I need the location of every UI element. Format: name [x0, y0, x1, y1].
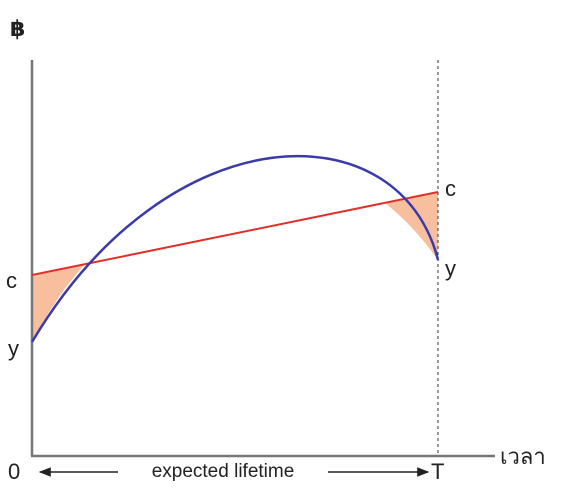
curve-label: y	[8, 336, 19, 361]
consumption-line	[31, 191, 439, 276]
curve-label: c	[6, 268, 17, 293]
end-label: T	[431, 459, 444, 484]
origin-label: 0	[8, 459, 20, 484]
y-axis-label: ฿	[10, 16, 25, 41]
shaded-area	[32, 264, 85, 342]
income-curve	[30, 154, 440, 343]
x-axis-label: เวลา	[500, 444, 546, 469]
curve-label: c	[445, 176, 456, 201]
span-label: expected lifetime	[152, 461, 295, 482]
curve-label: y	[445, 256, 456, 281]
shaded-area	[385, 192, 438, 260]
